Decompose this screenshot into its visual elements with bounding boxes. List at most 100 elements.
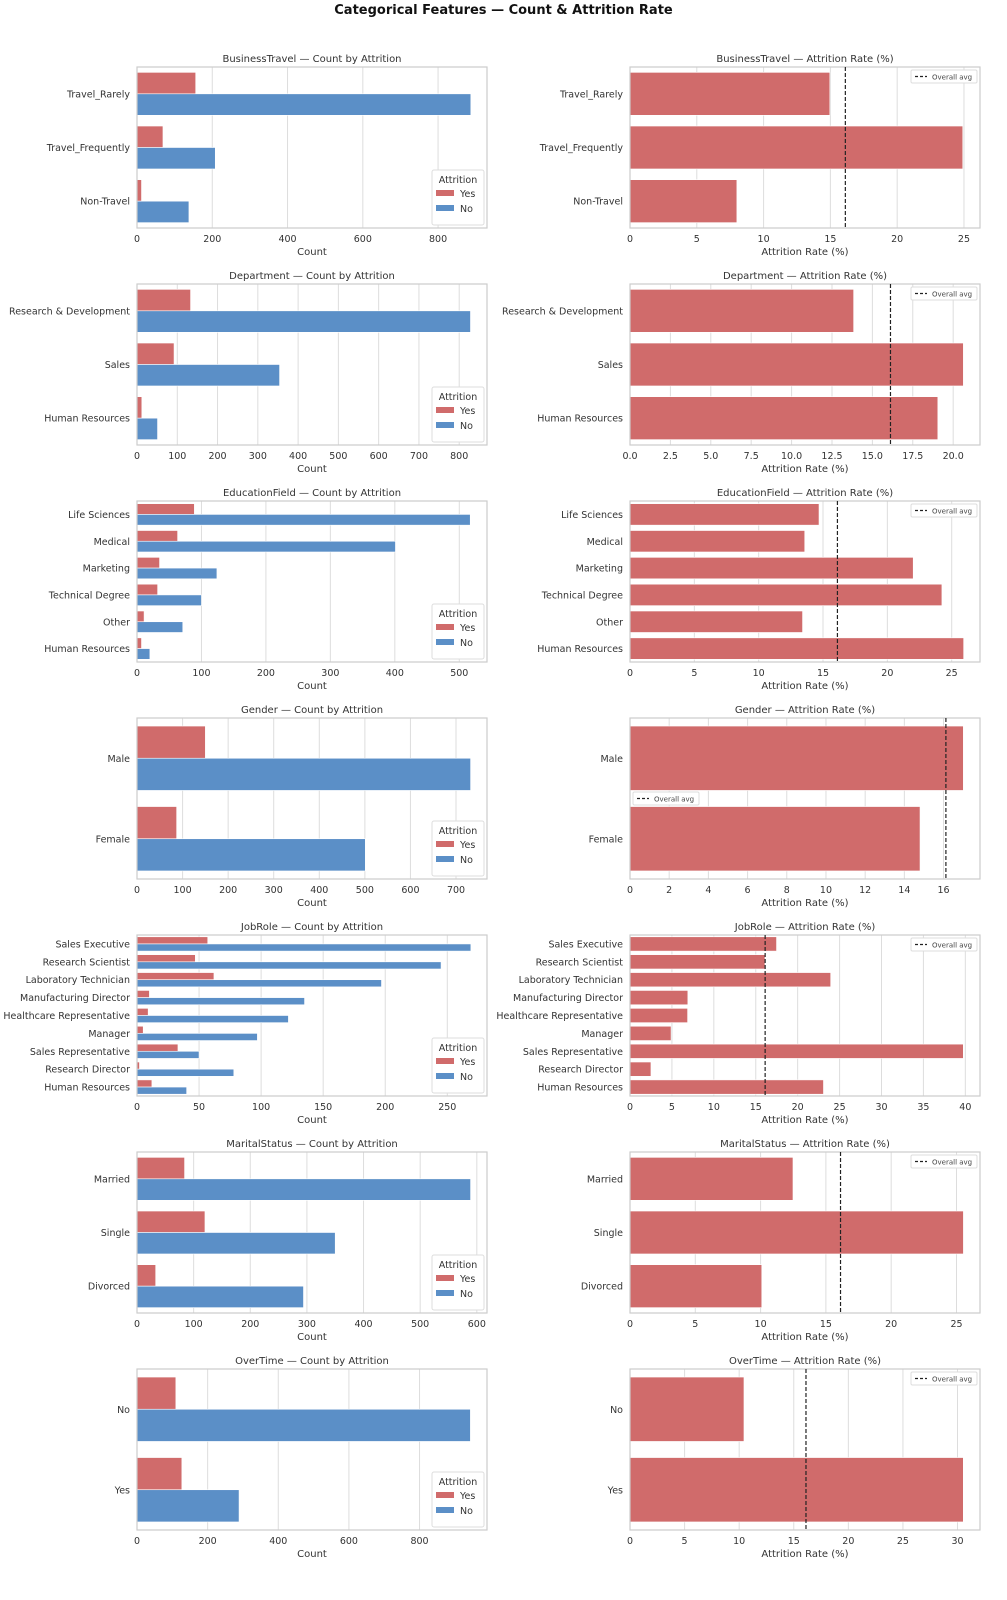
x-tick-label: 0	[627, 1102, 633, 1113]
y-tick-label: Travel_Rarely	[559, 89, 623, 100]
plot-area	[630, 501, 980, 662]
y-tick-label: Travel_Frequently	[539, 143, 624, 154]
x-tick-label: 5	[694, 234, 700, 245]
subplot-gender-count: 0 100 200 300 400 500 600 700 Gender — Count by …	[96, 705, 488, 909]
x-tick-label: 0.0	[622, 451, 637, 462]
plot-frame	[629, 717, 981, 880]
legend: Overall avg	[910, 937, 978, 952]
legend-box	[910, 1371, 978, 1386]
y-tick-label: Female	[96, 834, 131, 845]
plot-frame	[629, 66, 981, 229]
bar-yes	[136, 396, 143, 419]
bar-no	[136, 364, 280, 387]
y-tick-label: Healthcare Representative	[496, 1011, 623, 1022]
y-tick-label: Travel_Frequently	[46, 143, 131, 154]
legend-label-avg: Overall avg	[932, 942, 972, 950]
legend-swatch-yes	[436, 407, 454, 413]
y-tick-label: Laboratory Technician	[519, 975, 623, 986]
bar-yes	[136, 72, 197, 95]
bar-no	[136, 514, 471, 526]
x-tick-label: 25	[946, 668, 958, 679]
legend-label-yes: Yes	[459, 1274, 475, 1285]
x-tick-label: 10	[733, 1536, 745, 1547]
bar-yes	[136, 179, 142, 202]
y-tick-label: Male	[107, 754, 130, 765]
bar-rate	[629, 610, 803, 633]
plot-frame	[629, 934, 981, 1097]
bar-no	[136, 1086, 187, 1095]
bar-rate	[629, 1008, 688, 1023]
bar-yes	[136, 1376, 177, 1410]
x-tick-label: 15.0	[862, 451, 883, 462]
x-axis-label: Count	[297, 1549, 327, 1560]
y-tick-label: Non-Travel	[80, 197, 130, 208]
bar-rate	[629, 1210, 964, 1255]
subplot-title: EducationField — Attrition Rate (%)	[717, 488, 893, 499]
bar-no	[136, 648, 151, 660]
x-axis-label: Attrition Rate (%)	[761, 247, 848, 258]
bar-yes	[136, 289, 191, 312]
legend-label-yes: Yes	[459, 189, 475, 200]
bar-no	[136, 1050, 200, 1059]
x-axis-label: Count	[297, 1332, 327, 1343]
x-tick-label: 250	[438, 1102, 456, 1113]
bar-no	[136, 93, 472, 116]
x-tick-label: 10	[820, 885, 832, 896]
bar-yes	[136, 530, 178, 542]
bar-yes	[136, 503, 195, 515]
y-tick-label: Research Director	[538, 1065, 623, 1076]
legend-label-no: No	[460, 855, 473, 866]
bar-no	[136, 1068, 235, 1077]
x-tick-label: 200	[203, 234, 221, 245]
bar-rate	[629, 806, 921, 872]
bar-yes	[136, 637, 142, 649]
figure-title: Categorical Features — Count & Attrition…	[334, 3, 673, 18]
x-tick-label: 100	[192, 668, 210, 679]
x-axis-label: Attrition Rate (%)	[761, 1332, 848, 1343]
y-tick-label: No	[610, 1405, 623, 1416]
legend-box	[910, 1154, 978, 1169]
x-tick-label: 400	[278, 234, 296, 245]
bar-rate	[629, 1457, 964, 1523]
bar-rate	[629, 954, 766, 970]
legend-label-yes: Yes	[459, 406, 475, 417]
x-tick-label: 0	[134, 234, 140, 245]
legend: Overall avg	[632, 791, 700, 806]
x-tick-label: 600	[468, 1319, 486, 1330]
legend-box	[431, 386, 485, 443]
legend-label-avg: Overall avg	[932, 1376, 972, 1384]
subplot-businesstravel-rate: 0 5 10 15 20 25 BusinessTravel — Attrition Rat…	[539, 54, 981, 258]
bar-yes	[136, 990, 150, 998]
y-tick-label: Human Resources	[44, 644, 130, 655]
subplot-overtime-rate: 0 5 10 15 20 25 30 OverTime — Attrition Rate (%…	[607, 1356, 981, 1560]
legend: Attrition Yes No	[431, 169, 485, 226]
bar-rate	[629, 1043, 964, 1059]
x-tick-label: 0	[134, 885, 140, 896]
y-tick-label: Life Sciences	[68, 510, 130, 521]
x-axis-label: Count	[297, 898, 327, 909]
bar-rate	[629, 557, 914, 580]
x-tick-label: 200	[219, 885, 237, 896]
bar-no	[136, 838, 366, 872]
x-tick-label: 400	[354, 1319, 372, 1330]
x-tick-label: 200	[199, 1536, 217, 1547]
bar-no	[136, 1232, 336, 1255]
x-tick-label: 7.5	[744, 451, 759, 462]
legend-swatch-yes	[436, 1275, 454, 1281]
plot-frame	[629, 500, 981, 663]
plot-frame	[629, 283, 981, 446]
legend: Attrition Yes No	[431, 1037, 485, 1094]
x-tick-label: 5	[669, 1102, 675, 1113]
plot-frame	[136, 66, 488, 229]
x-tick-label: 300	[298, 1319, 316, 1330]
x-tick-label: 300	[249, 451, 267, 462]
bar-no	[136, 1285, 304, 1308]
bar-no	[136, 200, 190, 223]
legend-box	[910, 69, 978, 84]
y-tick-label: Human Resources	[537, 644, 623, 655]
bar-yes	[136, 1157, 185, 1180]
x-axis-label: Count	[297, 1115, 327, 1126]
bar-yes	[136, 972, 215, 981]
legend: Attrition Yes No	[431, 386, 485, 443]
